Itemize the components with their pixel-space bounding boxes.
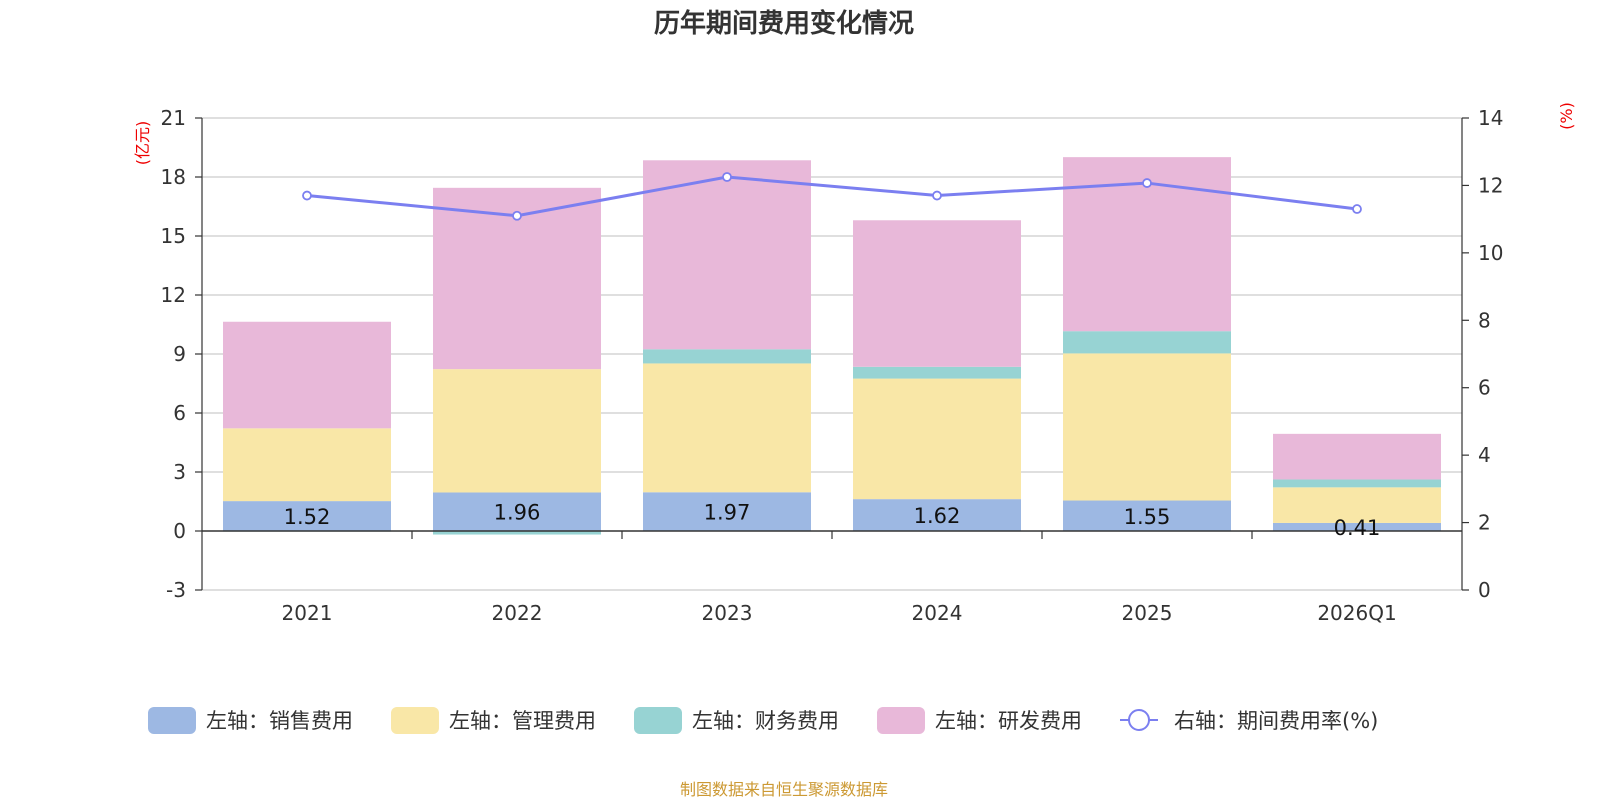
left-tick-label: 12	[161, 283, 186, 307]
grid	[202, 117, 1462, 591]
legend-item[interactable]: 左轴：研发费用	[877, 707, 1082, 734]
left-tick-label: -3	[166, 578, 186, 602]
right-tick-label: 14	[1478, 106, 1503, 130]
x-tick-label: 2021	[282, 601, 333, 625]
right-tick-label: 12	[1478, 173, 1503, 197]
legend-label: 右轴：期间费用率(%)	[1174, 709, 1378, 733]
bar-segment	[853, 499, 1021, 531]
legend-swatch-icon	[391, 707, 439, 734]
bar-segment	[433, 492, 601, 531]
bars	[223, 157, 1441, 535]
bar-segment	[223, 501, 391, 531]
left-tick-label: 6	[173, 401, 186, 425]
bar-data-label: 1.97	[704, 501, 751, 525]
left-axis-unit: (亿元)	[133, 121, 152, 166]
rate-point	[722, 172, 732, 182]
rate-point	[1352, 204, 1362, 214]
left-tick-label: 15	[161, 224, 186, 248]
left-tick-label: 9	[173, 342, 186, 366]
bar-data-label: 1.52	[284, 505, 331, 529]
bar-segment	[853, 366, 1021, 379]
rate-point	[932, 190, 942, 201]
rate-point	[302, 190, 312, 201]
legend[interactable]: 左轴：销售费用 左轴：管理费用 左轴：财务费用 左轴：研发费用 右轴：期间费用率(%)	[148, 707, 1378, 734]
left-tick-label: 0	[173, 519, 186, 543]
bar-segment	[853, 378, 1021, 500]
rate-line-path	[306, 175, 1358, 218]
bar-segment	[223, 428, 391, 502]
rate-point	[1142, 178, 1152, 188]
x-tick-label: 2025	[1122, 601, 1173, 625]
right-tick-label: 10	[1478, 241, 1503, 265]
source-note: 制图数据来自恒生聚源数据库	[680, 780, 888, 799]
bar-segment	[853, 220, 1021, 367]
bar-segment	[643, 363, 811, 493]
bar-data-label: 1.96	[494, 501, 541, 525]
bar-segment	[433, 369, 601, 493]
bar-segment	[1063, 500, 1231, 531]
axes: -3 0 3 6 9 12 15 18 21 0 2 4 6 8 10 12 14 2021 2022 2023 202…	[161, 106, 1504, 625]
bar-segment	[1063, 353, 1231, 501]
x-tick-label: 2024	[912, 601, 963, 625]
legend-swatch-icon	[634, 707, 682, 734]
rate-point	[512, 210, 522, 221]
rate-line	[302, 172, 1362, 221]
x-tick-label: 2026Q1	[1317, 601, 1396, 625]
right-tick-label: 8	[1478, 308, 1491, 332]
legend-label: 左轴：管理费用	[449, 709, 596, 733]
bar-segment	[643, 492, 811, 531]
legend-label: 左轴：研发费用	[935, 709, 1082, 733]
legend-label: 左轴：财务费用	[692, 709, 839, 733]
bar-data-label: 0.41	[1334, 516, 1381, 540]
bar-labels: 1.52 1.96 1.97 1.62 1.55 0.41	[284, 501, 1381, 540]
x-tick-label: 2023	[702, 601, 753, 625]
legend-item[interactable]: 左轴：管理费用	[391, 707, 596, 734]
legend-swatch-icon	[148, 707, 196, 734]
bar-segment	[643, 349, 811, 364]
right-axis-unit: (%)	[1557, 102, 1576, 130]
left-tick-label: 18	[161, 165, 186, 189]
right-tick-label: 2	[1478, 511, 1491, 535]
bar-segment	[1063, 331, 1231, 354]
bar-segment	[1273, 522, 1441, 531]
right-tick-label: 0	[1478, 578, 1491, 602]
right-tick-label: 6	[1478, 376, 1491, 400]
bar-data-label: 1.62	[914, 504, 961, 528]
right-tick-label: 4	[1478, 443, 1491, 467]
left-tick-label: 3	[173, 460, 186, 484]
chart-title: 历年期间费用变化情况	[654, 8, 914, 39]
legend-swatch-icon	[877, 707, 925, 734]
bar-segment	[1273, 487, 1441, 523]
bar-segment	[643, 160, 811, 350]
bar-segment	[433, 531, 601, 535]
legend-marker-icon	[1128, 709, 1150, 731]
left-tick-label: 21	[161, 106, 186, 130]
bar-segment	[1273, 433, 1441, 480]
bar-segment	[1273, 479, 1441, 488]
bar-segment	[223, 321, 391, 429]
bar-data-label: 1.55	[1124, 505, 1171, 529]
legend-item[interactable]: 右轴：期间费用率(%)	[1120, 709, 1378, 733]
x-tick-label: 2022	[492, 601, 543, 625]
legend-item[interactable]: 左轴：财务费用	[634, 707, 839, 734]
legend-label: 左轴：销售费用	[206, 709, 353, 733]
legend-item[interactable]: 左轴：销售费用	[148, 707, 353, 734]
